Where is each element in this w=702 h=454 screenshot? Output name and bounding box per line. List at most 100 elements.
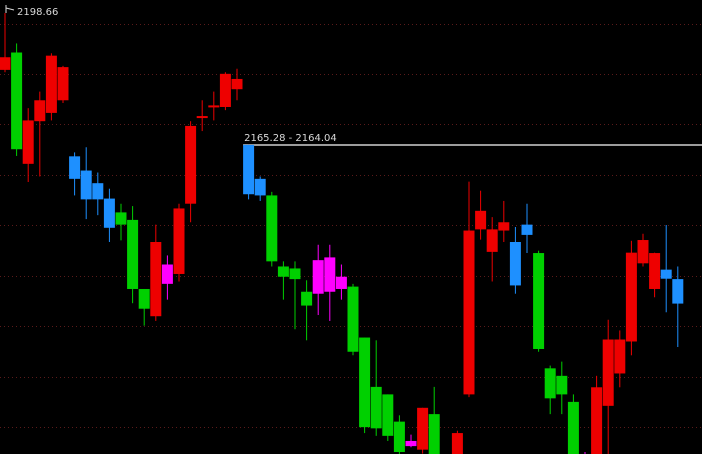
- candle[interactable]: [22, 108, 34, 182]
- candle[interactable]: [614, 330, 626, 388]
- candle-body: [92, 183, 104, 200]
- candle[interactable]: [103, 188, 115, 243]
- candle[interactable]: [173, 203, 185, 282]
- candle[interactable]: [602, 319, 614, 454]
- candle-body: [428, 414, 440, 454]
- candle[interactable]: [567, 394, 579, 454]
- candle-body: [208, 105, 220, 108]
- candle-body: [0, 57, 11, 70]
- candle[interactable]: [521, 203, 533, 254]
- candle[interactable]: [115, 203, 127, 241]
- candle-body: [533, 253, 545, 349]
- candle-body: [22, 120, 34, 164]
- candle[interactable]: [324, 244, 336, 321]
- candle-body: [266, 195, 278, 262]
- candle[interactable]: [80, 147, 92, 220]
- candle-body: [672, 279, 684, 304]
- candle[interactable]: [347, 283, 359, 356]
- candle[interactable]: [0, 13, 11, 73]
- candle[interactable]: [486, 217, 498, 282]
- candle[interactable]: [451, 430, 463, 454]
- candle[interactable]: [45, 53, 57, 121]
- high-marker-icon: [5, 5, 15, 14]
- candle-body: [649, 253, 661, 289]
- candle[interactable]: [11, 43, 23, 156]
- candle-body: [335, 276, 347, 289]
- candle[interactable]: [672, 266, 684, 348]
- candle[interactable]: [161, 255, 173, 300]
- candle-body: [382, 394, 394, 436]
- candle-body: [80, 170, 92, 200]
- candle-body: [219, 73, 231, 107]
- candle[interactable]: [219, 72, 231, 111]
- candle-body: [103, 198, 115, 228]
- candle[interactable]: [393, 415, 405, 454]
- candle[interactable]: [150, 224, 162, 321]
- candles[interactable]: [0, 13, 684, 454]
- candle[interactable]: [208, 91, 220, 121]
- candle-body: [231, 78, 243, 90]
- candle[interactable]: [498, 200, 510, 243]
- candle[interactable]: [509, 227, 521, 294]
- candle-body: [312, 260, 324, 294]
- candle-body: [521, 224, 533, 235]
- candle-body: [498, 222, 510, 231]
- candle[interactable]: [138, 288, 150, 326]
- candle[interactable]: [254, 176, 266, 201]
- candle-body: [69, 156, 81, 179]
- candle-body: [45, 55, 57, 113]
- candle[interactable]: [556, 361, 568, 415]
- candle[interactable]: [335, 264, 347, 300]
- candle-body: [544, 368, 556, 399]
- candle[interactable]: [127, 206, 139, 304]
- candle[interactable]: [591, 375, 603, 454]
- candle[interactable]: [649, 252, 661, 298]
- candle-body: [11, 52, 23, 150]
- candle[interactable]: [382, 394, 394, 441]
- candle-body: [254, 178, 266, 196]
- candle[interactable]: [277, 261, 289, 300]
- candle[interactable]: [243, 144, 255, 200]
- candle[interactable]: [428, 386, 440, 454]
- candle[interactable]: [231, 68, 243, 101]
- candle[interactable]: [34, 91, 46, 177]
- candle-body: [417, 407, 429, 450]
- candle-body: [138, 288, 150, 309]
- candle-body: [115, 212, 127, 225]
- candle-body: [301, 291, 313, 306]
- candle-body: [660, 269, 672, 279]
- candle[interactable]: [185, 121, 197, 223]
- candle[interactable]: [92, 172, 104, 216]
- candle[interactable]: [289, 261, 301, 330]
- candle[interactable]: [463, 181, 475, 398]
- candle[interactable]: [544, 365, 556, 415]
- candle-body: [509, 242, 521, 286]
- candle[interactable]: [660, 225, 672, 313]
- candle-body: [625, 252, 637, 342]
- candle[interactable]: [370, 340, 382, 436]
- candle-body: [637, 240, 649, 264]
- candle-body: [34, 100, 46, 122]
- candle[interactable]: [266, 191, 278, 267]
- candle[interactable]: [312, 244, 324, 316]
- candle[interactable]: [69, 152, 81, 196]
- candle-body: [161, 264, 173, 284]
- candle-body: [324, 257, 336, 292]
- candle[interactable]: [359, 337, 371, 434]
- candle-body: [347, 286, 359, 352]
- candle[interactable]: [475, 190, 487, 240]
- candle[interactable]: [637, 233, 649, 267]
- candle-body: [150, 242, 162, 317]
- candle-body: [405, 440, 417, 447]
- candle[interactable]: [57, 65, 69, 104]
- candle[interactable]: [417, 407, 429, 454]
- candle[interactable]: [533, 250, 545, 352]
- candle[interactable]: [625, 240, 637, 356]
- candle[interactable]: [196, 100, 208, 132]
- candle[interactable]: [405, 434, 417, 448]
- candle[interactable]: [301, 280, 313, 341]
- candle-body: [463, 230, 475, 395]
- candle-body: [567, 401, 579, 454]
